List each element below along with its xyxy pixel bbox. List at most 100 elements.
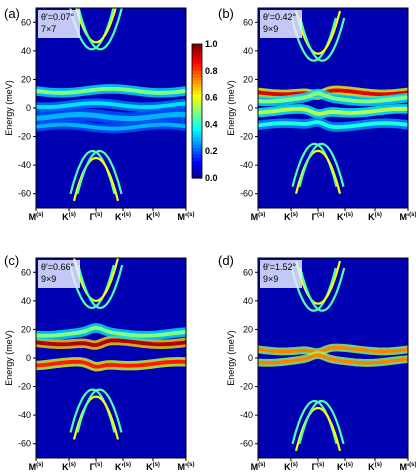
band-line — [36, 101, 186, 110]
colorbar-segment — [192, 167, 202, 172]
panel-label: (a) — [4, 6, 20, 21]
x-tick-label: K(s) — [62, 462, 76, 472]
x-tick-label: K(s) — [62, 212, 76, 222]
upper-cone — [294, 260, 342, 305]
y-tick-label: -20 — [18, 132, 31, 142]
y-tick-label: 20 — [21, 324, 31, 334]
y-tick-label: 20 — [243, 324, 253, 334]
annotation: θ'=0.07° 7×7 — [38, 10, 80, 38]
y-tick-label: 40 — [243, 296, 253, 306]
panel-c: -60 -40 -20 0 20 40 60 Energy (meV) M(s) K(s) Γ(s)… — [4, 253, 194, 472]
x-tick-label: K'(s) — [337, 212, 353, 222]
x-tick-label: K(s) — [368, 462, 382, 472]
x-tick-label: K(s) — [146, 462, 160, 472]
band-line — [36, 325, 186, 338]
y-tick-label: 60 — [243, 267, 253, 277]
y-tick-label: -20 — [18, 382, 31, 392]
colorbar-segment — [192, 114, 202, 119]
upper-cone — [77, 264, 124, 310]
band-line — [36, 359, 186, 369]
colorbar-segment — [192, 60, 202, 65]
colorbar-segment — [192, 147, 202, 152]
annotation-text: 7×7 — [41, 24, 56, 34]
band-line — [258, 91, 408, 104]
y-tick-label: 0 — [248, 103, 253, 113]
annotation-box — [38, 260, 80, 288]
annotation-box — [260, 10, 302, 38]
band-line — [36, 112, 186, 122]
y-tick-label: -60 — [240, 189, 253, 199]
colorbar-segment — [192, 70, 202, 75]
upper-cone — [77, 8, 123, 51]
colorbar-segment — [192, 77, 202, 82]
colorbar-segment — [192, 100, 202, 105]
x-tick-label: M(s) — [251, 212, 266, 222]
colorbar-segment — [192, 80, 202, 85]
colorbar-segment — [192, 117, 202, 122]
upper-cone — [294, 10, 342, 55]
x-tick-label: K(s) — [368, 212, 382, 222]
panel-label: (d) — [218, 253, 234, 268]
colorbar-segment — [192, 157, 202, 162]
y-tick-label: -40 — [240, 410, 253, 420]
x-tick-label: M'(s) — [178, 462, 195, 472]
y-tick-label: -40 — [18, 410, 31, 420]
y-tick-label: 0 — [26, 353, 31, 363]
band-line — [258, 353, 408, 365]
colorbar-tick-label: 0.0 — [205, 173, 218, 183]
colorbar-segment — [192, 50, 202, 55]
y-tick-label: -20 — [240, 132, 253, 142]
y-tick-label: 40 — [243, 46, 253, 56]
y-tick-label: -60 — [18, 189, 31, 199]
y-tick-label: 40 — [21, 46, 31, 56]
lower-cone — [76, 149, 123, 195]
y-tick-label: 0 — [248, 353, 253, 363]
colorbar-segment — [192, 127, 202, 132]
annotation-text: θ'=0.42° — [263, 12, 296, 22]
lower-cone — [76, 388, 123, 433]
colorbar-segment — [192, 171, 202, 176]
y-axis-label: Energy (meV) — [226, 330, 236, 386]
colorbar-segment — [192, 121, 202, 125]
colorbar-tick-label: 0.4 — [205, 119, 218, 129]
colorbar-segment — [192, 124, 202, 129]
x-tick-label: K'(s) — [337, 462, 353, 472]
colorbar-segment — [192, 84, 202, 89]
panel-d: -60 -40 -20 0 20 40 60 Energy (meV) M(s) K(s) Γ(s)… — [218, 253, 416, 472]
colorbar-segment — [192, 74, 202, 79]
x-tick-label: M(s) — [251, 462, 266, 472]
x-tick-label: Γ(s) — [90, 462, 103, 472]
upper-cone — [75, 8, 117, 44]
colorbar-tick-label: 0.6 — [205, 93, 218, 103]
colorbar-segment — [192, 134, 202, 139]
colorbar-segment — [192, 141, 202, 146]
annotation-box — [260, 260, 302, 288]
x-tick-label: M'(s) — [178, 212, 195, 222]
lower-cone — [298, 142, 345, 187]
colorbar-segment — [192, 104, 202, 109]
x-tick-label: M'(s) — [400, 212, 416, 222]
x-tick-label: Γ(s) — [312, 212, 325, 222]
colorbar: 0.0 0.2 0.4 0.6 0.8 1.0 — [191, 39, 218, 183]
y-axis-label: Energy (meV) — [4, 80, 14, 136]
band-line — [258, 106, 408, 116]
y-tick-label: 60 — [21, 17, 31, 27]
colorbar-segment — [192, 64, 202, 69]
band-line — [258, 88, 408, 98]
annotation-text: θ'=0.66° — [41, 262, 74, 272]
annotation-text: θ'=0.07° — [41, 12, 74, 22]
x-tick-label: K'(s) — [115, 462, 131, 472]
y-tick-label: 0 — [26, 103, 31, 113]
band-line — [258, 120, 408, 130]
annotation: θ'=0.42° 9×9 — [260, 10, 302, 38]
panel-b: -60 -40 -20 0 20 40 60 Energy (meV) M(s) K(s) Γ(s)… — [218, 6, 416, 222]
panel-label: (c) — [4, 253, 19, 268]
colorbar-segment — [192, 164, 202, 169]
upper-cone — [72, 258, 120, 303]
annotation-box — [38, 10, 80, 38]
x-tick-label: K(s) — [284, 212, 298, 222]
band-line — [36, 86, 186, 95]
band-line — [258, 345, 408, 354]
colorbar-segment — [192, 131, 202, 136]
